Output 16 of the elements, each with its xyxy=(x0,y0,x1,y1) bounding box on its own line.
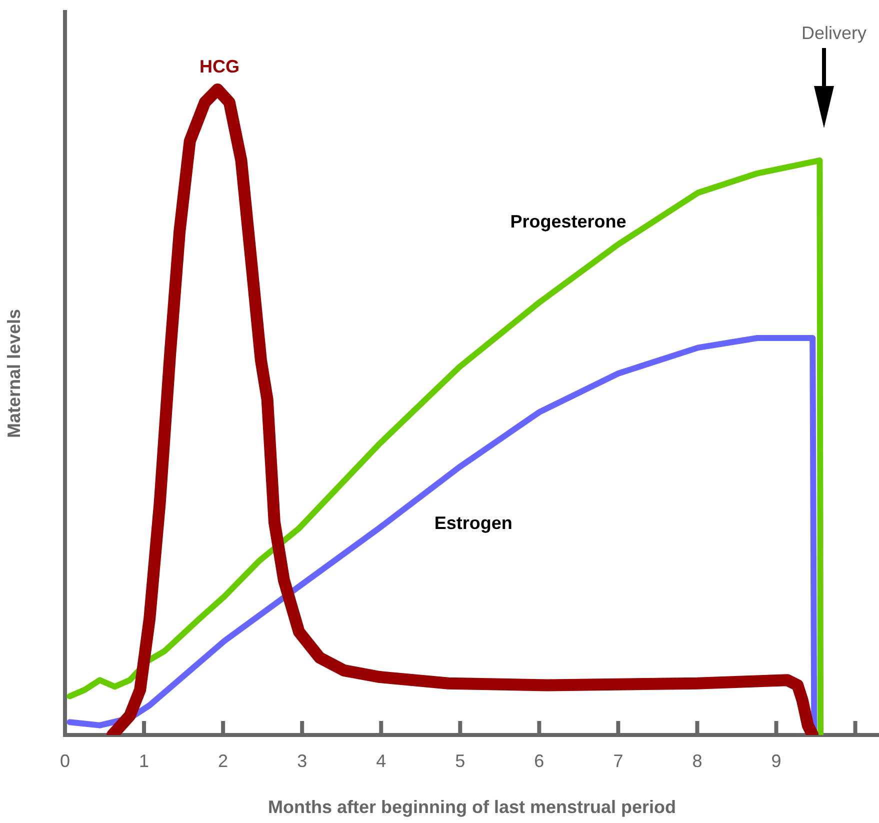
y-axis-title: Maternal levels xyxy=(4,308,24,438)
series-label: HCG xyxy=(200,56,240,76)
x-tick-label: 8 xyxy=(692,750,702,771)
x-tick-label: 5 xyxy=(455,750,466,771)
x-tick-label: 0 xyxy=(60,750,70,771)
x-tick-label: 4 xyxy=(376,750,386,771)
text: Delivery xyxy=(801,22,867,43)
x-tick-label: 9 xyxy=(771,750,782,771)
series-label: Estrogen xyxy=(434,513,512,534)
x-tick-label: 3 xyxy=(297,750,308,771)
x-axis-title: Months after beginning of last menstrual period xyxy=(268,797,676,818)
x-tick-label: 6 xyxy=(534,750,544,771)
x-tick-label: 7 xyxy=(613,750,624,771)
x-tick-label: 1 xyxy=(139,750,150,771)
x-tick-label: 2 xyxy=(218,750,228,771)
series-label: Progesterone xyxy=(510,211,626,232)
